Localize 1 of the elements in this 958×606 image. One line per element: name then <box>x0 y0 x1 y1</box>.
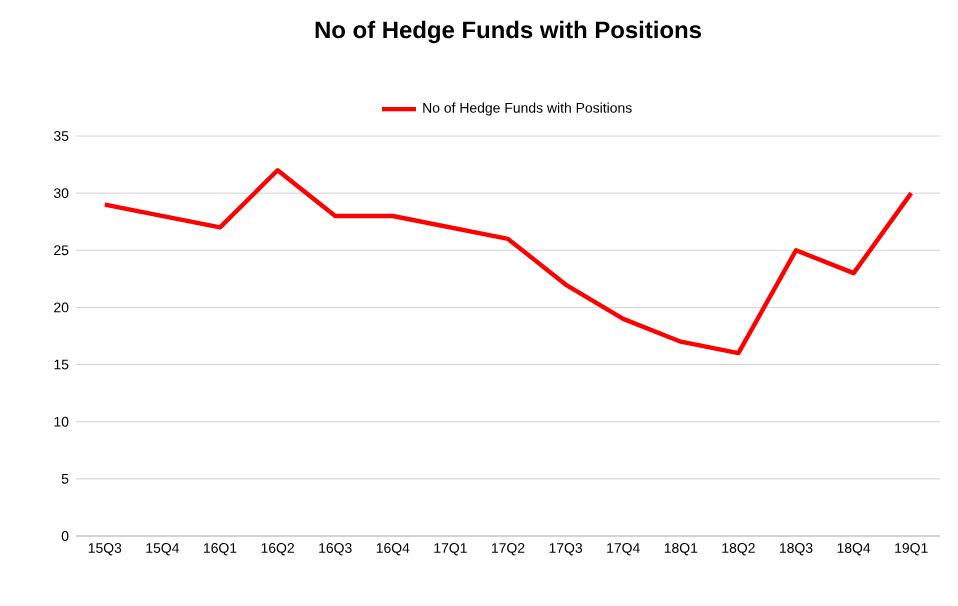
chart-title: No of Hedge Funds with Positions <box>315 20 701 44</box>
